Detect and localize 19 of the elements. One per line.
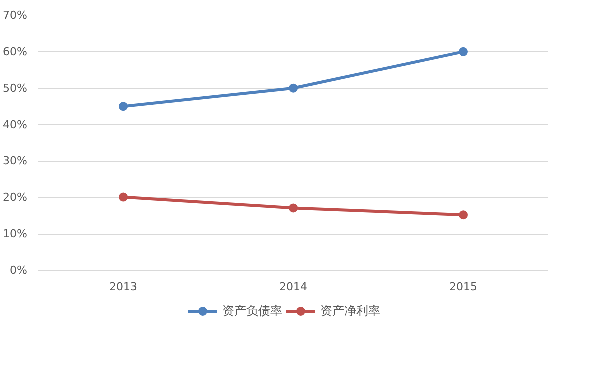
legend-label: 资产净利率 bbox=[320, 302, 380, 320]
y-tick-label: 20% bbox=[3, 191, 28, 204]
point bbox=[289, 84, 298, 93]
x-tick-label: 2013 bbox=[110, 280, 138, 294]
y-tick-label: 10% bbox=[3, 228, 28, 241]
y-tick-label: 0% bbox=[10, 264, 28, 277]
y-tick-label: 30% bbox=[3, 154, 28, 168]
y-tick-label: 40% bbox=[3, 118, 28, 132]
y-tick-label: 60% bbox=[3, 45, 28, 58]
y-tick-label: 70% bbox=[3, 9, 28, 22]
x-tick-label: 2014 bbox=[280, 280, 308, 294]
y-tick-label: 50% bbox=[3, 82, 28, 95]
point bbox=[459, 47, 468, 56]
point bbox=[119, 102, 128, 112]
point bbox=[289, 204, 298, 213]
legend-label: 资产负债率 bbox=[222, 302, 282, 320]
point bbox=[119, 192, 128, 202]
x-tick-label: 2015 bbox=[450, 280, 478, 294]
point bbox=[459, 210, 468, 220]
